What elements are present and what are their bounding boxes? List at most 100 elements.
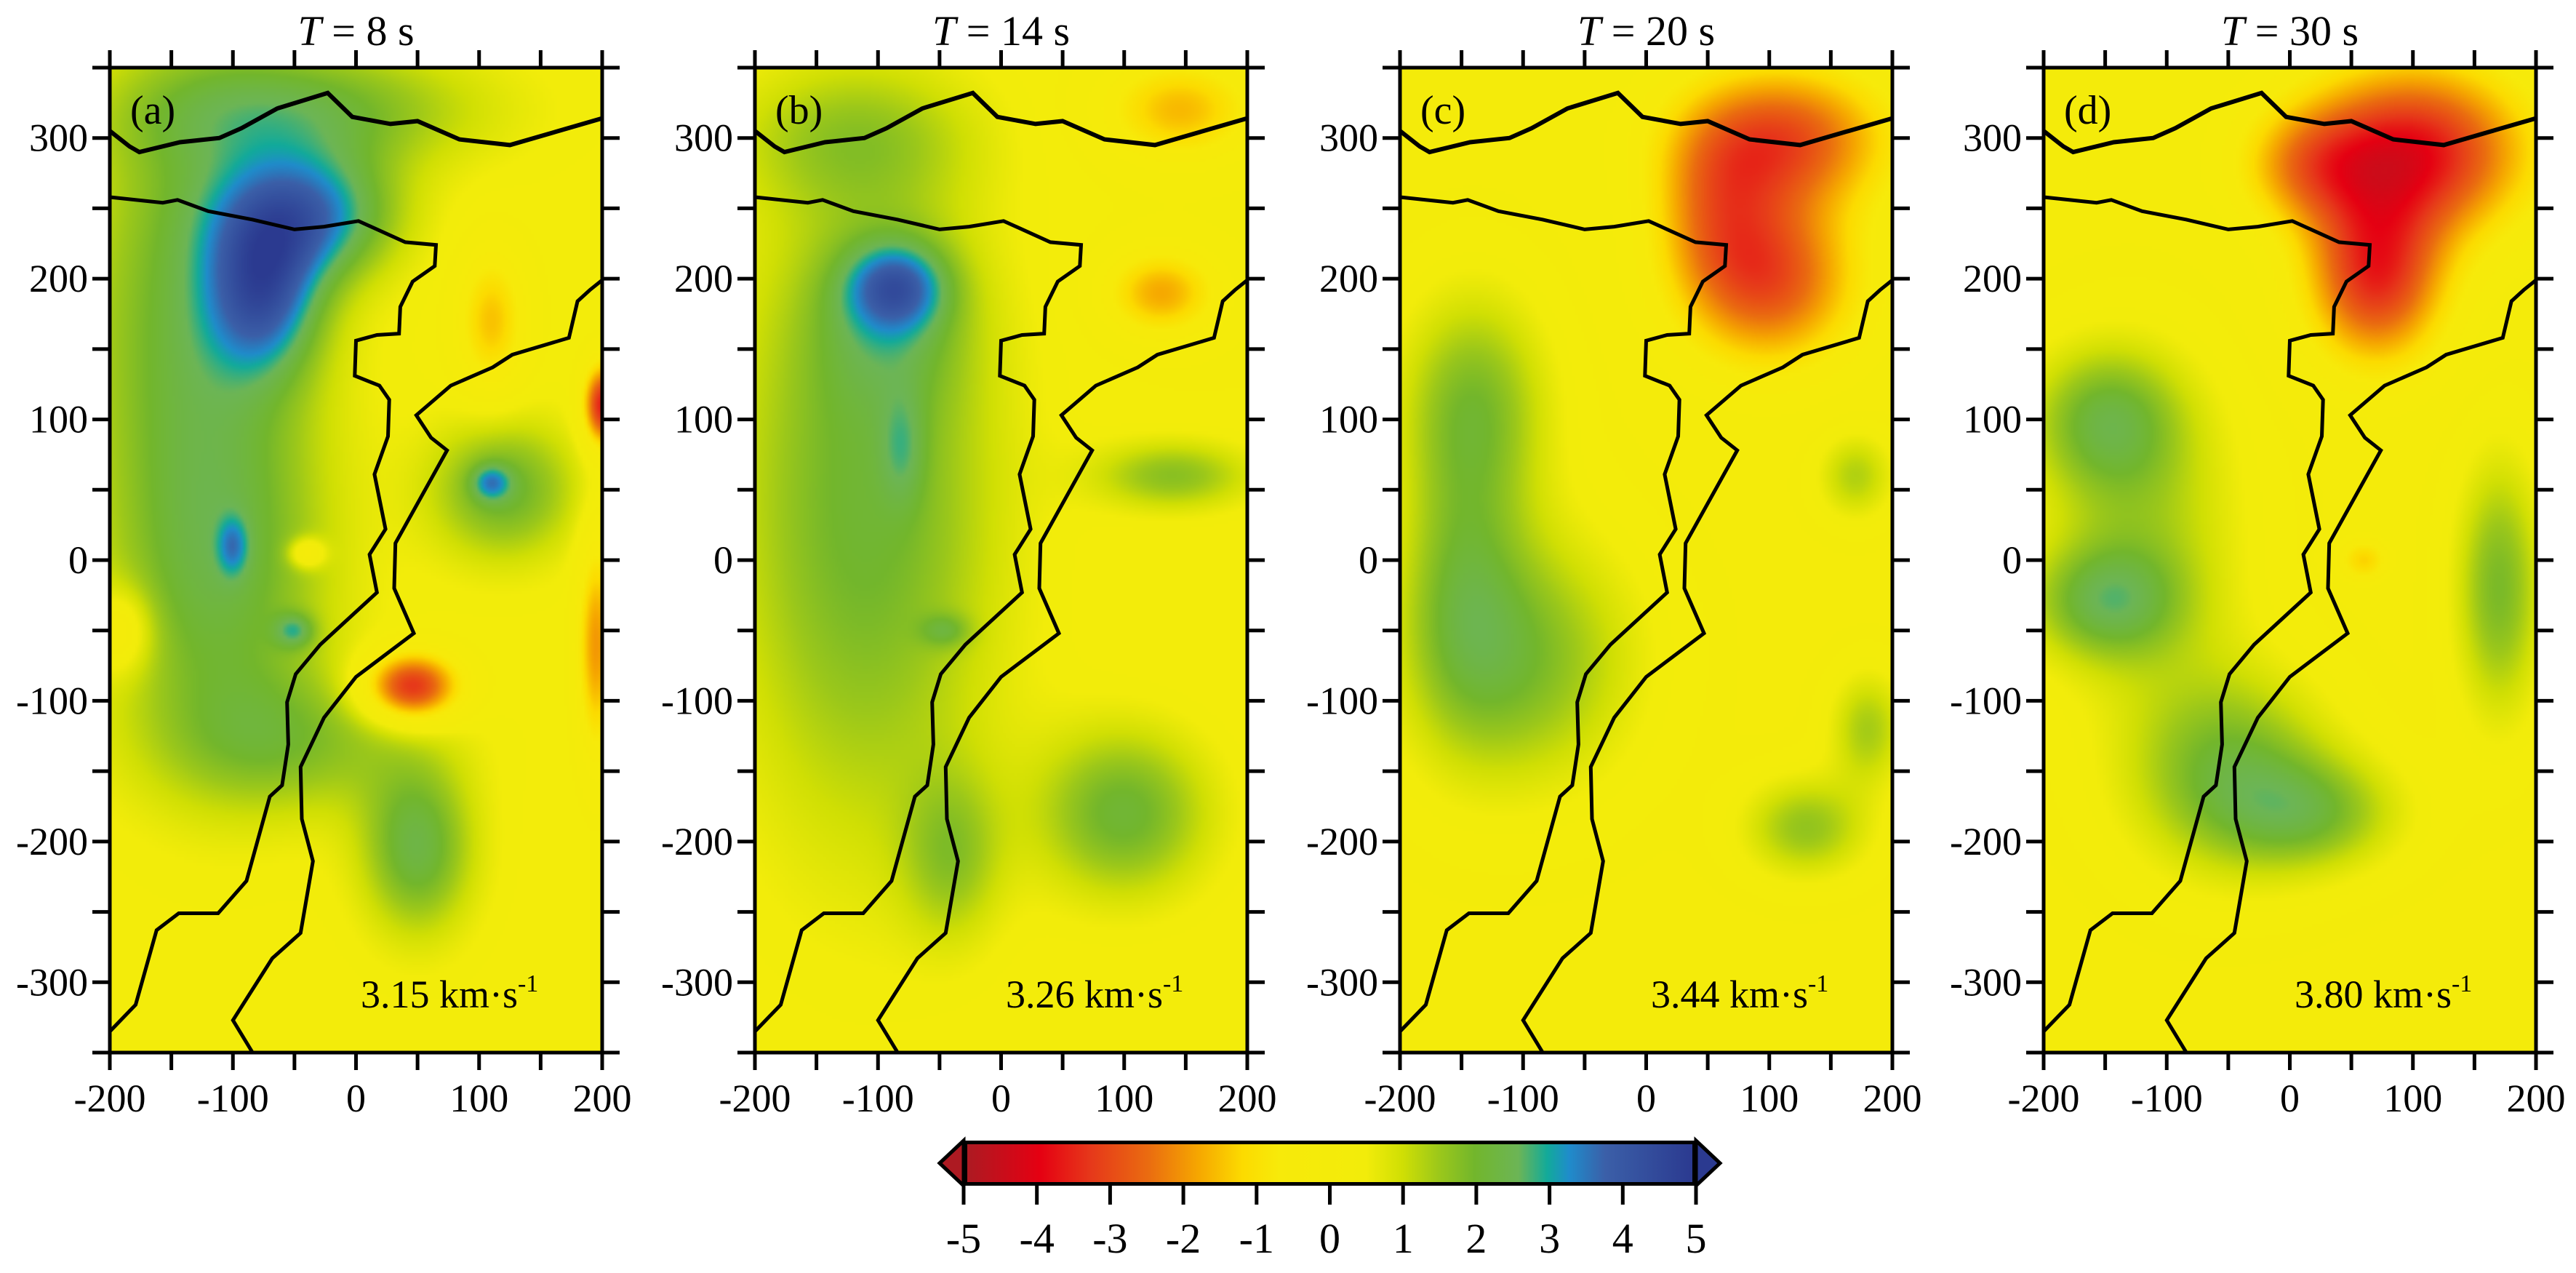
colorbar-tick-label: 2: [1465, 1215, 1487, 1262]
x-tick-label: 200: [1218, 1077, 1277, 1120]
velocity-unit-exponent: -1: [518, 970, 538, 997]
x-tick-label: -100: [197, 1077, 269, 1120]
colorbar-tick-label: 4: [1612, 1215, 1633, 1262]
tectonic-boundary-line: [753, 90, 1248, 155]
x-tick-label: -200: [1364, 1077, 1436, 1120]
reference-velocity: 3.80 km·s-1: [2295, 970, 2472, 1016]
tectonic-boundary-line: [2164, 279, 2537, 1054]
x-tick-label: 200: [573, 1077, 632, 1120]
tectonic-boundary-line: [753, 195, 1084, 1033]
period-value: = 8 s: [321, 7, 415, 55]
y-tick-label: -200: [1950, 820, 2022, 863]
tectonic-boundary-line: [876, 279, 1249, 1054]
y-tick-label: 300: [674, 116, 733, 160]
velocity-unit-exponent: -1: [1808, 970, 1828, 997]
x-tick-label: 0: [2280, 1077, 2300, 1120]
colorbar-min-extend-arrow: [937, 1136, 966, 1190]
panel-frame: [1398, 65, 1895, 1055]
x-tick-label: 200: [2507, 1077, 2566, 1120]
tectonic-boundary-line: [2042, 90, 2537, 155]
y-tick-label: -100: [1306, 679, 1378, 722]
colorbar-tick-label: -1: [1239, 1215, 1274, 1262]
y-tick-label: -300: [1950, 960, 2022, 1004]
panel-b: -200 -100 0 100 200 -300 -200 -100 0 100 200 300 T =…: [661, 7, 1276, 1120]
y-tick-label: -200: [16, 820, 88, 863]
panel-label: (c): [1420, 88, 1465, 133]
y-tick-label: 200: [674, 257, 733, 300]
panel-title: T = 20 s: [1577, 7, 1715, 55]
tectonic-boundary-line: [1399, 195, 1729, 1033]
y-tick-label: -100: [16, 679, 88, 722]
velocity-value: 3.80 km·s: [2295, 973, 2452, 1016]
tectonic-boundary-line: [108, 90, 603, 155]
y-tick-label: 0: [1359, 538, 1378, 582]
panel-frame: [2041, 65, 2538, 1055]
x-tick-label: 100: [449, 1077, 508, 1120]
x-tick-label: 0: [346, 1077, 366, 1120]
colorbar-max-extend-arrow: [1694, 1136, 1723, 1190]
y-tick-label: 200: [1963, 257, 2022, 300]
velocity-unit-exponent: -1: [2452, 970, 2472, 997]
velocity-anomaly-heatmap: [110, 68, 602, 1053]
period-symbol: T: [1577, 7, 1604, 55]
panel-frame: [753, 65, 1249, 1055]
period-symbol: T: [932, 7, 959, 55]
colorbar: -5 -4 -3 -2 -1 0 1 2 3 4 5: [937, 1136, 1723, 1262]
velocity-anomaly-heatmap: [2044, 68, 2536, 1053]
y-tick-label: 100: [674, 398, 733, 442]
tectonic-boundary-line: [1521, 279, 1894, 1054]
x-tick-label: -200: [2008, 1077, 2080, 1120]
y-tick-label: -100: [1950, 679, 2022, 722]
tectonic-boundary-line: [108, 195, 439, 1033]
y-tick-label: 100: [29, 398, 88, 442]
period-value: = 20 s: [1601, 7, 1715, 55]
y-tick-label: -300: [16, 960, 88, 1004]
x-tick-label: 100: [2383, 1077, 2442, 1120]
colorbar-tick-label: -4: [1020, 1215, 1055, 1262]
y-tick-label: 300: [1963, 116, 2022, 160]
colorbar-tick-label: 5: [1686, 1215, 1707, 1262]
x-tick-label: -100: [842, 1077, 914, 1120]
panel-title: T = 30 s: [2221, 7, 2359, 55]
panel-frame: [108, 65, 604, 1055]
colorbar-tick-label: 0: [1319, 1215, 1340, 1262]
y-tick-label: 200: [1319, 257, 1378, 300]
reference-velocity: 3.26 km·s-1: [1006, 970, 1183, 1016]
x-tick-label: 100: [1740, 1077, 1799, 1120]
velocity-value: 3.15 km·s: [361, 973, 518, 1016]
panel-label: (b): [775, 88, 823, 133]
colorbar-tick-label: 3: [1539, 1215, 1560, 1262]
y-tick-label: -200: [661, 820, 733, 863]
panel-d: -200 -100 0 100 200 -300 -200 -100 0 100 200 300 T =…: [1950, 7, 2565, 1120]
panel-c: -200 -100 0 100 200 -300 -200 -100 0 100 200 300 T =…: [1306, 7, 1921, 1120]
colorbar-tick-label: -3: [1092, 1215, 1127, 1262]
y-tick-label: -300: [1306, 960, 1378, 1004]
x-tick-label: -200: [74, 1077, 146, 1120]
reference-velocity: 3.44 km·s-1: [1651, 970, 1828, 1016]
tectonic-boundary-line: [231, 279, 604, 1054]
colorbar-gradient: [964, 1141, 1696, 1186]
velocity-anomaly-heatmap: [1400, 68, 1892, 1053]
velocity-unit-exponent: -1: [1163, 970, 1183, 997]
y-tick-label: 100: [1319, 398, 1378, 442]
panel-label: (d): [2064, 88, 2111, 133]
reference-velocity: 3.15 km·s-1: [361, 970, 538, 1016]
x-tick-label: 0: [991, 1077, 1011, 1120]
period-symbol: T: [297, 7, 324, 55]
y-tick-label: 200: [29, 257, 88, 300]
tectonic-boundary-line: [2042, 195, 2372, 1033]
x-tick-label: 200: [1863, 1077, 1922, 1120]
y-tick-label: -200: [1306, 820, 1378, 863]
y-tick-label: 0: [713, 538, 733, 582]
y-tick-label: 0: [68, 538, 88, 582]
x-tick-label: 100: [1095, 1077, 1153, 1120]
colorbar-tick-label: -5: [946, 1215, 981, 1262]
panel-label: (a): [130, 88, 175, 133]
panel-title: T = 8 s: [297, 7, 414, 55]
colorbar-tick-label: -2: [1166, 1215, 1201, 1262]
x-tick-label: -200: [719, 1077, 791, 1120]
colorbar-tick-label: 1: [1393, 1215, 1414, 1262]
x-tick-label: -100: [1487, 1077, 1559, 1120]
